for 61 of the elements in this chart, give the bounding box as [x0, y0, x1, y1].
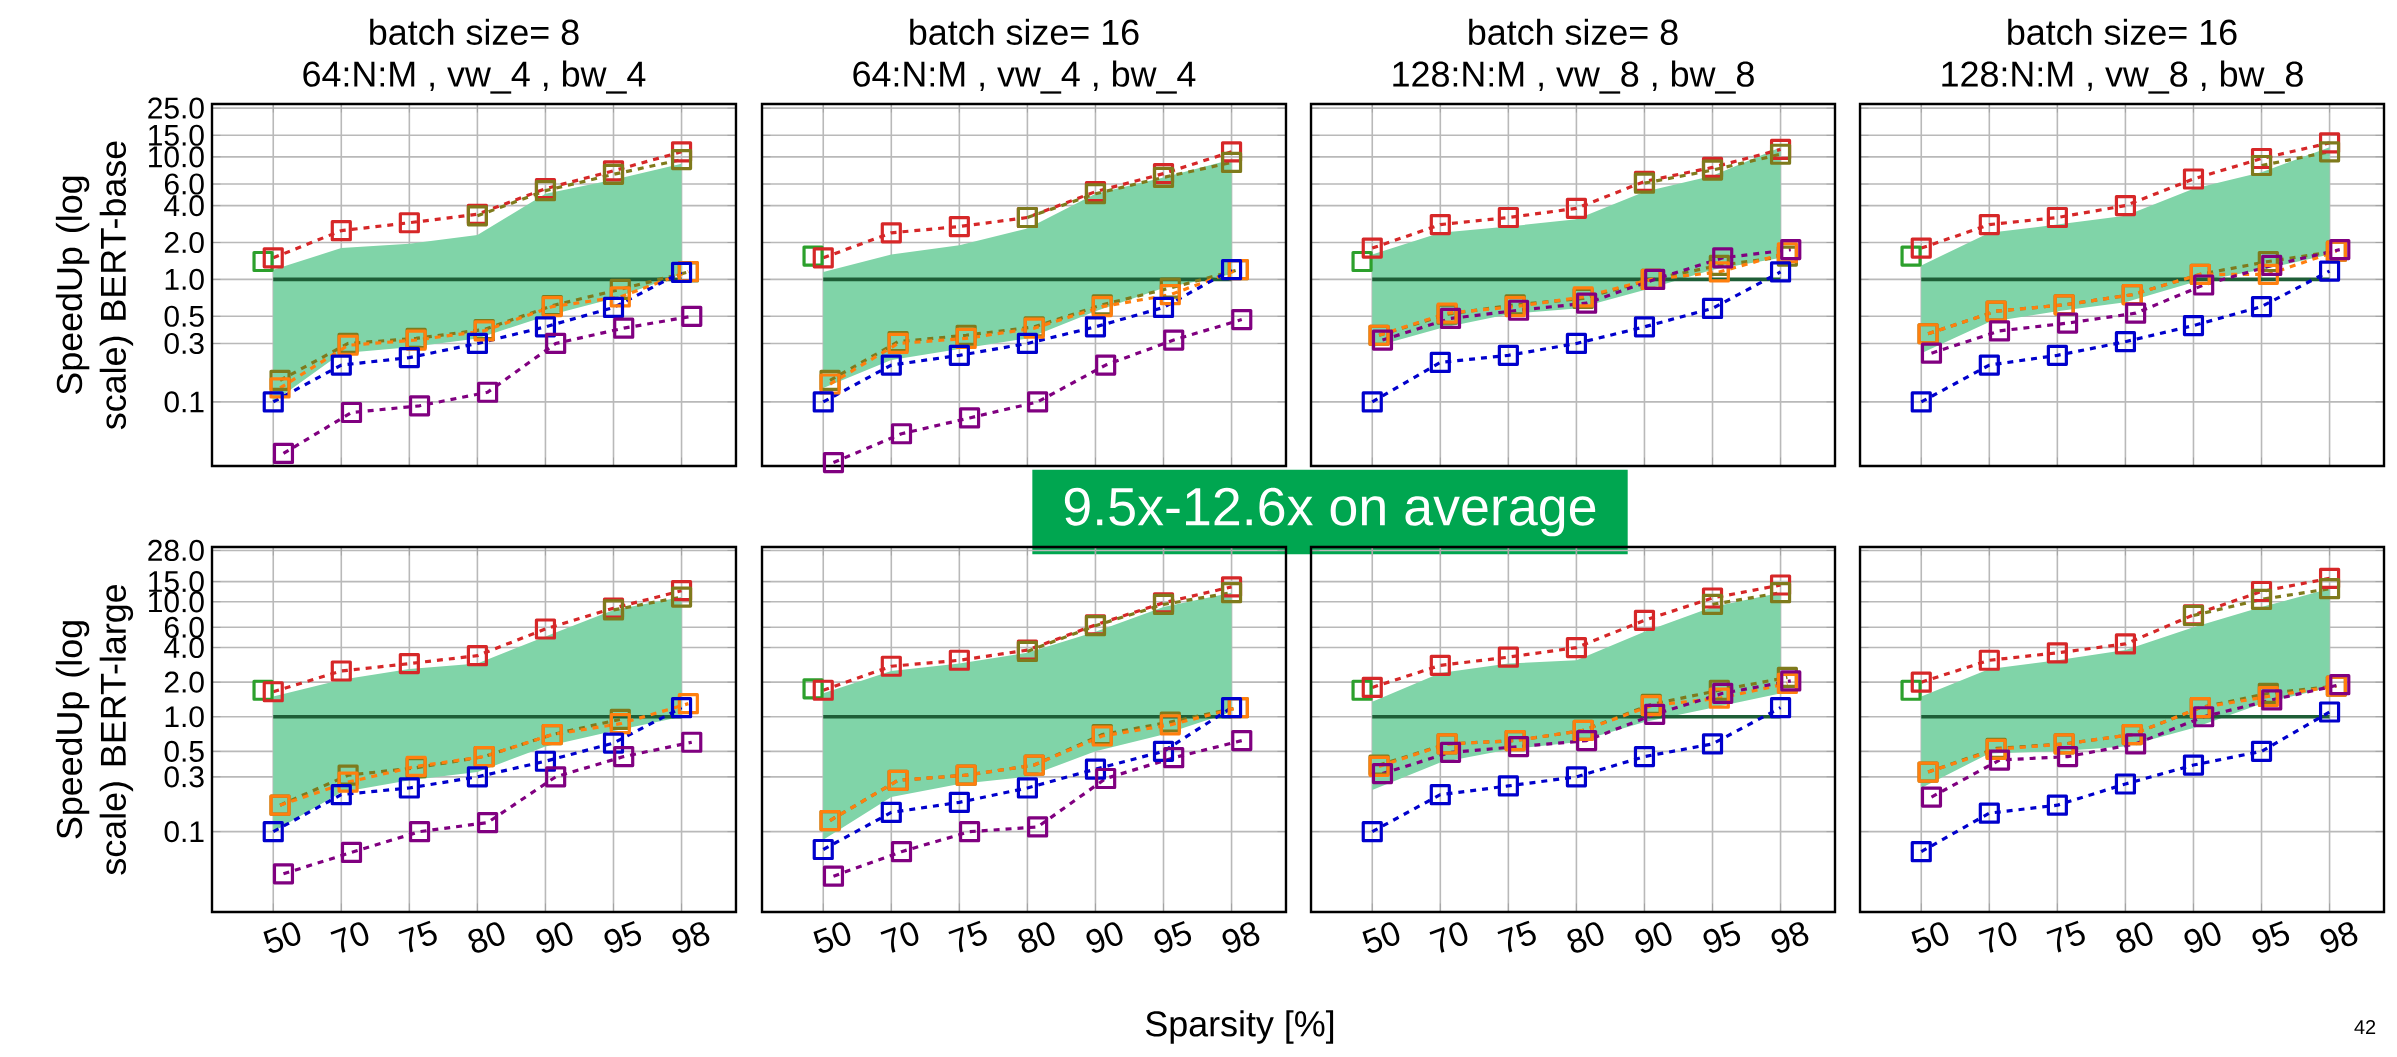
x-tick-label: 95: [2252, 920, 2290, 953]
text: 42: [2354, 1020, 2376, 1034]
x-tick-label: 90: [2184, 922, 2221, 953]
x-tick-label: 80: [468, 922, 505, 953]
y-tick-label: 0.5: [164, 305, 204, 327]
y-tick-label: 0.5: [164, 740, 204, 762]
y-tick-label: 1.0: [165, 268, 204, 290]
x-tick-label: 80: [2116, 922, 2153, 953]
x-tick-label: 95: [604, 920, 642, 953]
x-tick-label: 80: [1018, 922, 1055, 953]
chart-title: batch size= 8: [1469, 18, 1678, 46]
x-tick-label: 70: [880, 922, 919, 953]
chart-title: batch size= 16: [2008, 18, 2237, 46]
x-tick-label: 50: [1911, 922, 1949, 953]
y-tick-label: 0.1: [164, 821, 204, 843]
x-tick-label: 98: [1771, 922, 1809, 953]
y-tick-label: 25.0: [148, 97, 204, 119]
x-tick-label: 70: [1429, 922, 1468, 953]
y-tick-label: 10.0: [149, 146, 204, 168]
x-tick-label: 75: [1497, 920, 1536, 953]
x-tick-label: 70: [330, 922, 369, 953]
x-tick-label: 80: [1567, 922, 1604, 953]
x-tick-label: 50: [263, 922, 301, 953]
x-tick-label: 95: [1154, 920, 1192, 953]
text: 9.5x-12.6x on average: [1064, 487, 1596, 537]
x-tick-label: 70: [1978, 922, 2017, 953]
x-tick-label: 95: [1703, 920, 1741, 953]
y-tick-label: 15.0: [149, 124, 204, 146]
y-tick-label: 4.0: [164, 636, 204, 659]
x-tick-label: 98: [1222, 922, 1260, 953]
x-axis-title: Sparsity [%]: [1145, 1010, 1334, 1044]
x-tick-label: 75: [398, 920, 437, 953]
y-tick-label: 0.3: [164, 332, 204, 355]
y-tick-label: 6.0: [164, 173, 204, 195]
y-axis-title: SpeedUp (log scale) BERT-base: [55, 141, 134, 430]
y-tick-label: 10.0: [149, 591, 204, 613]
y-tick-label: 6.0: [164, 616, 204, 638]
y-tick-label: 2.0: [164, 231, 204, 254]
chart-title: batch size= 8: [370, 18, 579, 46]
chart-subtitle: 128:N:M , vw_8 , bw_8: [1393, 60, 1754, 94]
x-tick-label: 50: [813, 922, 851, 953]
x-tick-label: 50: [1362, 922, 1400, 953]
y-tick-label: 1.0: [165, 706, 204, 728]
x-tick-label: 98: [672, 922, 710, 953]
x-tick-label: 90: [536, 922, 573, 953]
x-tick-label: 90: [1086, 922, 1123, 953]
y-axis-title: SpeedUp (log scale) BERT-large: [55, 584, 134, 875]
chart-subtitle: 128:N:M , vw_8 , bw_8: [1942, 60, 2303, 94]
chart-subtitle: 64:N:M , vw_4 , bw_4: [853, 60, 1196, 94]
y-tick-label: 15.0: [149, 570, 204, 593]
x-tick-label: 75: [948, 920, 987, 953]
chart-subtitle: 64:N:M , vw_4 , bw_4: [303, 60, 646, 94]
x-tick-label: 75: [2046, 920, 2085, 953]
y-tick-label: 4.0: [164, 195, 204, 217]
x-tick-label: 90: [1635, 922, 1672, 953]
y-tick-label: 0.1: [164, 391, 204, 413]
x-tick-label: 98: [2320, 922, 2358, 953]
chart-title: batch size= 16: [910, 18, 1139, 46]
y-tick-label: 0.3: [164, 766, 204, 788]
y-tick-label: 28.0: [148, 539, 204, 561]
y-tick-label: 2.0: [164, 671, 204, 693]
